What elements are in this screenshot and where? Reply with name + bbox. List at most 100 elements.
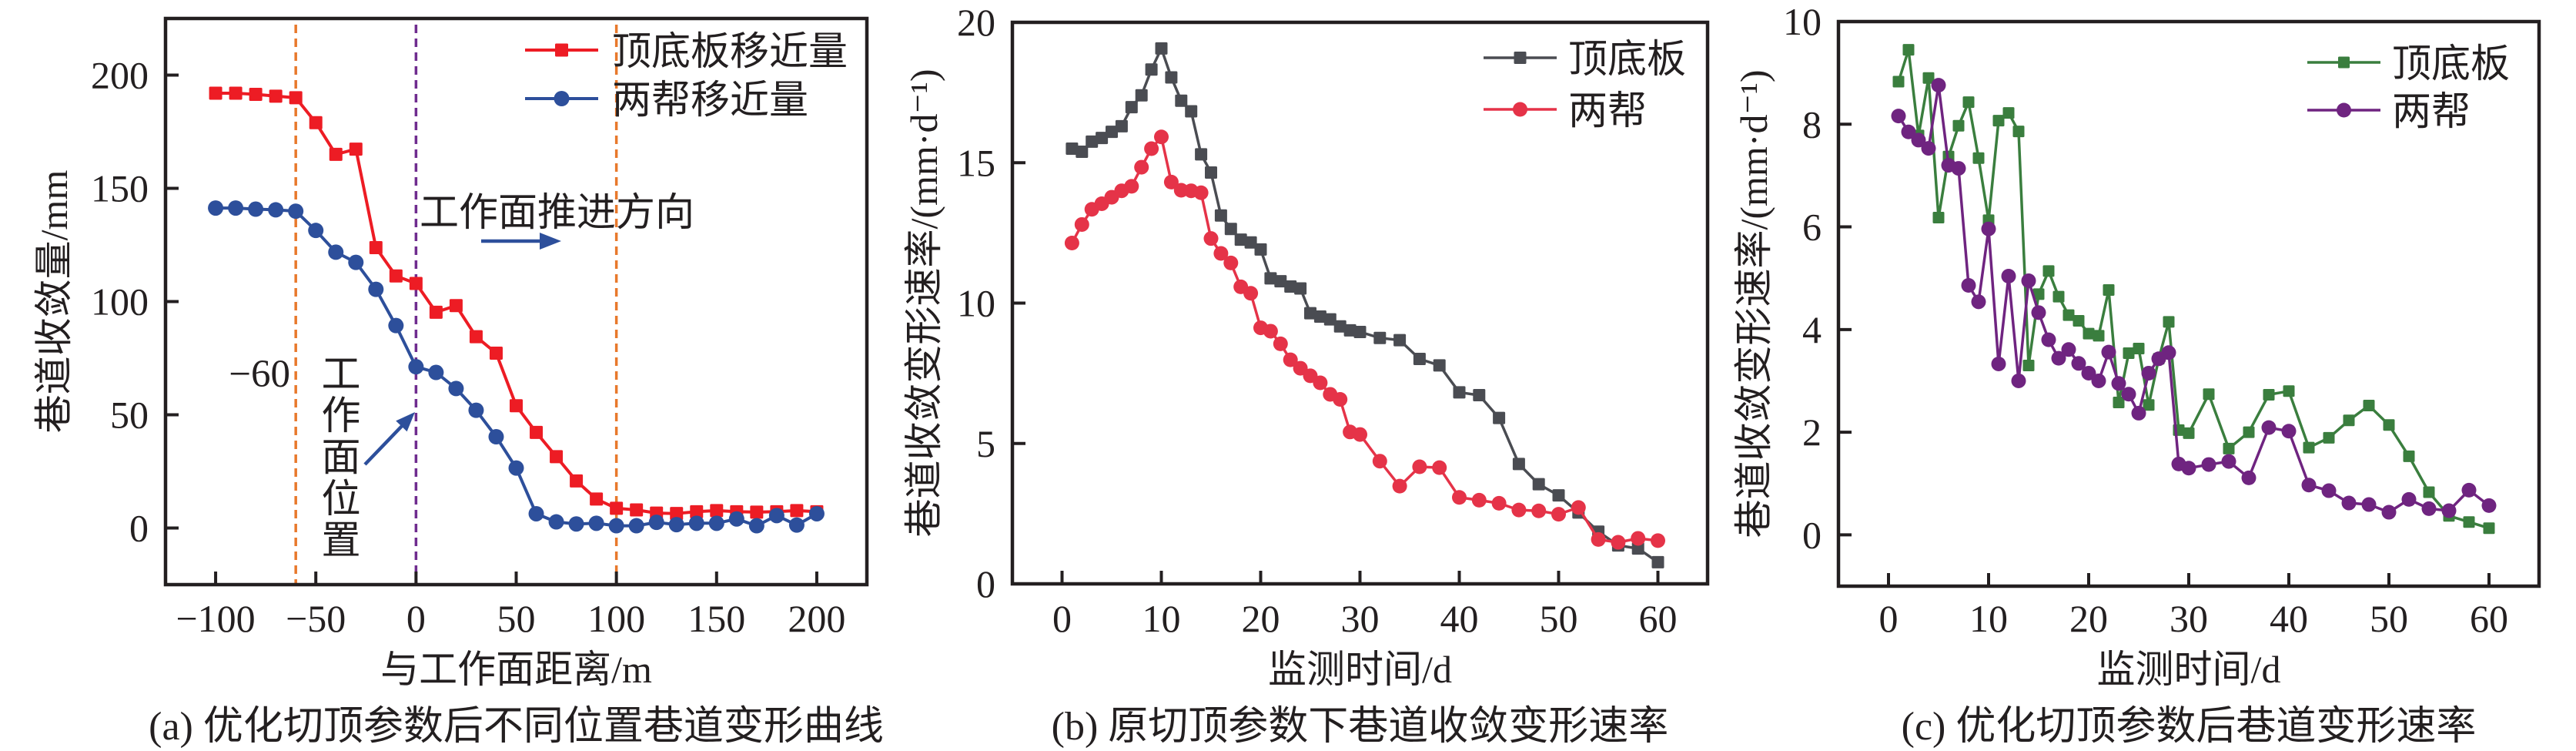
data-point xyxy=(750,505,764,519)
data-point xyxy=(1254,243,1267,256)
data-point xyxy=(449,299,463,313)
data-point xyxy=(2093,330,2105,342)
data-point xyxy=(488,429,504,445)
data-point xyxy=(2403,450,2415,462)
data-point xyxy=(2301,478,2317,493)
data-point xyxy=(1571,500,1586,515)
data-point xyxy=(2091,373,2106,388)
data-point xyxy=(1452,490,1467,505)
data-point xyxy=(1921,141,1936,156)
y-tick-label: 100 xyxy=(91,280,149,324)
data-point xyxy=(1313,310,1326,323)
y-tick-label: 0 xyxy=(976,562,995,605)
data-point xyxy=(1962,96,1975,109)
data-point xyxy=(2073,314,2085,327)
data-point xyxy=(329,147,343,161)
data-point xyxy=(1243,286,1259,301)
y-axis-title: 巷道收敛变形速率/(mm·d⁻¹) xyxy=(902,69,945,537)
annotation-char: 面 xyxy=(321,437,360,480)
data-point xyxy=(1951,161,1966,176)
data-point xyxy=(508,460,524,476)
data-point xyxy=(2163,316,2175,328)
data-point xyxy=(1433,359,1446,372)
data-point xyxy=(590,492,604,506)
data-point xyxy=(2012,126,2025,138)
data-point xyxy=(2223,442,2235,454)
data-point xyxy=(2143,399,2155,411)
x-tick-label: 50 xyxy=(2370,597,2408,640)
data-point xyxy=(1981,221,1996,236)
data-point xyxy=(2121,387,2136,402)
y-tick-label: 5 xyxy=(976,422,995,465)
data-point xyxy=(1213,246,1229,261)
x-tick-label: 40 xyxy=(2270,597,2308,640)
data-point xyxy=(248,201,264,217)
data-point xyxy=(1284,280,1297,293)
legend-item: 两帮 xyxy=(2307,91,2471,134)
data-point xyxy=(1412,459,1427,474)
data-point xyxy=(2131,405,2146,421)
annotation-face-position: 工作面位置 xyxy=(321,354,360,563)
data-point xyxy=(1313,375,1328,391)
data-point xyxy=(1932,212,1945,224)
data-point xyxy=(1304,307,1316,320)
y-tick-label: 10 xyxy=(1783,0,1822,43)
annotation-char: 作 xyxy=(321,395,360,438)
data-point xyxy=(1372,454,1387,469)
data-point xyxy=(1531,503,1547,518)
y-tick-label: 10 xyxy=(957,282,995,325)
data-point xyxy=(1154,129,1169,145)
data-point xyxy=(1124,179,1139,194)
data-point xyxy=(1392,478,1407,494)
data-point xyxy=(1214,209,1227,222)
data-point xyxy=(2011,373,2026,388)
data-point xyxy=(2483,522,2495,535)
data-point xyxy=(2133,342,2145,354)
data-point xyxy=(2061,342,2076,357)
data-point xyxy=(728,511,744,527)
data-point xyxy=(1343,324,1357,337)
data-point xyxy=(1066,142,1079,156)
data-point xyxy=(309,116,323,129)
legend-label: 顶底板 xyxy=(2392,43,2510,86)
x-tick-label: −100 xyxy=(176,597,255,640)
data-point xyxy=(2481,498,2497,513)
data-point xyxy=(548,514,564,530)
data-point xyxy=(1333,320,1347,333)
data-point xyxy=(710,504,724,518)
data-point xyxy=(1992,115,2005,127)
data-point xyxy=(808,505,825,521)
series-second xyxy=(1064,129,1665,550)
data-point xyxy=(1135,89,1148,102)
data-point xyxy=(1552,489,1565,502)
data-point xyxy=(1922,72,1935,84)
y-tick-label: 0 xyxy=(129,507,149,550)
data-point xyxy=(608,518,624,534)
data-point xyxy=(1244,236,1257,249)
data-point xyxy=(1263,324,1278,339)
legend-item: 顶底板移近量 xyxy=(525,31,848,74)
x-tick-label: 150 xyxy=(687,597,745,640)
data-point xyxy=(2071,356,2086,371)
legend-circle-marker xyxy=(2337,102,2351,118)
data-point xyxy=(2081,365,2096,381)
legend-label: 两帮移近量 xyxy=(612,79,808,122)
data-point xyxy=(610,501,624,515)
data-point xyxy=(388,317,404,334)
series-second xyxy=(208,200,825,534)
data-point xyxy=(1193,185,1209,200)
data-point xyxy=(2201,457,2216,472)
data-point xyxy=(1393,334,1407,347)
data-point xyxy=(2021,273,2036,289)
data-point xyxy=(1511,502,1527,518)
annotation-minus-60: −60 xyxy=(229,353,290,396)
data-point xyxy=(2421,501,2437,516)
data-point xyxy=(790,504,804,518)
data-point xyxy=(1971,294,1986,310)
data-point xyxy=(1473,389,1486,402)
x-tick-label: 10 xyxy=(1142,597,1181,640)
face-position-arrow-icon xyxy=(363,412,415,466)
legend-square-marker xyxy=(555,43,568,57)
data-point xyxy=(1493,411,1506,424)
